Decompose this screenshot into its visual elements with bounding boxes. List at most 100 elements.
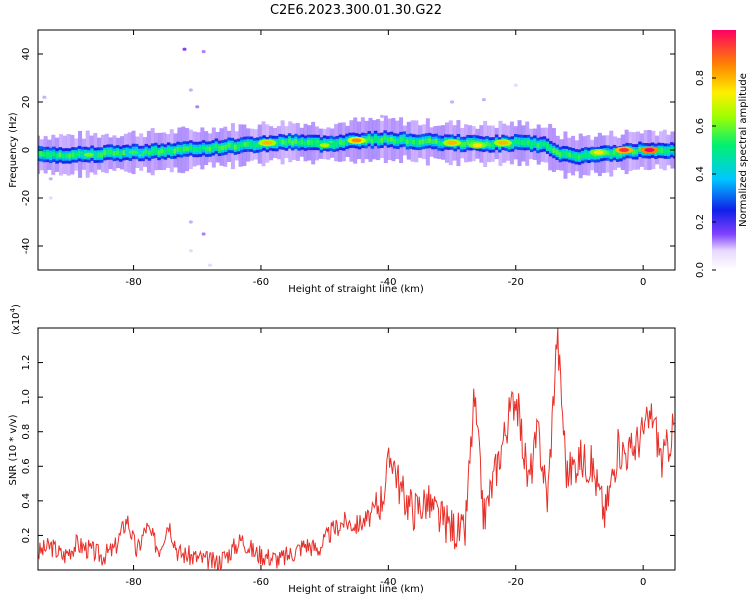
spectrogram-noise-point: [450, 100, 455, 104]
spectrogram-band-cell: [294, 139, 298, 144]
spectrogram-band-cell: [332, 141, 336, 147]
spectrogram-band-cell: [491, 142, 496, 148]
spectrogram-band-cell: [612, 150, 617, 156]
snr-y-label: SNR (10 * v/v): [8, 414, 19, 485]
spectrogram-band-cell: [552, 148, 556, 153]
spectrogram-band-cell: [383, 135, 387, 141]
spectrogram-band-cell: [173, 148, 177, 154]
spectrogram-hotspot: [593, 150, 604, 155]
spectrogram-noise-point: [195, 105, 200, 109]
spectrogram-noise-point: [48, 196, 53, 200]
spectrogram-noise-point: [188, 88, 193, 92]
spectrogram-band-cell: [182, 146, 187, 152]
spectrogram-noise-point: [201, 50, 206, 54]
spectrogram-band-cell: [297, 140, 301, 146]
spectrogram-band-cell: [386, 137, 391, 143]
spectrogram-band-cell: [284, 140, 289, 146]
spectrogram-band-cell: [150, 148, 155, 154]
x-tick-label: -40: [380, 577, 396, 588]
spectrogram-band-cell: [38, 151, 40, 156]
spectrogram-noise-point: [48, 177, 53, 181]
spectrogram-band-cell: [660, 148, 665, 153]
y-tick-label: 0.2: [21, 527, 32, 543]
spectrogram-hotspot: [83, 152, 94, 157]
snr-panel: -80 -60 -40 -20 0 0.2 0.4 0.6 0.8 1.0 1.2 Height …: [8, 304, 676, 595]
spectrogram-band-cell: [421, 139, 426, 144]
spectrogram-band-cell: [434, 139, 438, 144]
spectrogram-band-cell: [529, 141, 534, 147]
spectrogram-band-cell: [217, 145, 222, 151]
spectrogram-y-label: Frequency (Hz): [8, 112, 19, 188]
spectrogram-band-cell: [373, 136, 378, 141]
colorbar-tick-label: 0.0: [695, 262, 706, 278]
spectrogram-band-cell: [205, 146, 209, 152]
spectrogram-band-cell: [141, 151, 145, 156]
spectrogram-band-cell: [77, 151, 82, 157]
spectrogram-band-cell: [463, 142, 467, 147]
spectrogram-band-cell: [488, 142, 493, 148]
spectrogram-band-cell: [96, 152, 101, 158]
snr-multiplier: (x104): [9, 304, 22, 335]
y-tick-label: 0: [21, 147, 32, 153]
spectrogram-band-cell: [342, 140, 346, 146]
spectrogram-band-cell: [306, 139, 311, 145]
spectrogram-band-cell: [370, 138, 375, 144]
spectrogram-band-cell: [574, 154, 579, 160]
spectrogram-band-cell: [399, 137, 403, 143]
spectrogram-band-cell: [536, 143, 540, 148]
colorbar-tick-label: 0.4: [695, 166, 706, 182]
spectrogram-band-cell: [166, 147, 171, 153]
spectrogram-band-cell: [431, 139, 435, 145]
spectrogram-band-cell: [367, 136, 371, 142]
spectrogram-band-cell: [112, 151, 117, 156]
spectrogram-band-cell: [252, 143, 257, 148]
spectrogram-band-cell: [119, 151, 123, 157]
spectrogram-noise-point: [182, 47, 187, 51]
spectrogram-band-cell: [568, 152, 572, 158]
spectrogram-noise-point: [42, 95, 47, 99]
spectrogram-band-cell: [122, 150, 126, 156]
spectrogram-hotspot: [472, 143, 483, 148]
spectrogram-band-cell: [380, 137, 384, 143]
spectrogram-hotspot: [262, 140, 273, 145]
spectrogram-band-cell: [619, 151, 623, 157]
spectrogram-band-cell: [243, 141, 247, 147]
snr-series-line: [38, 328, 675, 570]
spectrogram-band-cell: [71, 152, 75, 158]
y-tick-label: 0.4: [21, 493, 32, 509]
spectrogram-band-cell: [405, 139, 410, 145]
spectrogram-band-cell: [428, 138, 432, 143]
spectrogram-band-cell: [208, 146, 212, 152]
colorbar-gradient: [712, 30, 736, 270]
spectrogram-hotspot: [644, 148, 655, 152]
spectrogram-band-cell: [240, 142, 244, 148]
spectrogram-band-cell: [246, 141, 250, 147]
spectrogram-band-cell: [163, 149, 168, 155]
x-tick-label: -40: [380, 277, 396, 288]
x-tick-label: 0: [640, 277, 646, 288]
spectrogram-band-cell: [52, 151, 56, 157]
spectrogram-band-cell: [275, 141, 279, 147]
spectrogram-band-cell: [230, 143, 235, 148]
y-tick-label: 0.8: [21, 424, 32, 440]
x-tick-label: -80: [125, 577, 141, 588]
spectrogram-band-cell: [564, 151, 569, 157]
spectrogram-band-cell: [42, 152, 47, 157]
spectrogram-band-cell: [345, 138, 349, 144]
spectrogram-band-cell: [580, 153, 585, 159]
snr-multiplier-text: (x104): [9, 304, 22, 335]
spectrogram-y-ticks: 40 20 0 -20 -40: [21, 48, 675, 254]
spectrogram-band-cell: [673, 148, 675, 154]
y-tick-label: 40: [21, 48, 32, 61]
spectrogram-band-cell: [418, 139, 422, 145]
x-tick-label: -80: [125, 277, 141, 288]
spectrogram-noise-point: [207, 263, 212, 267]
spectrogram-band-cell: [514, 139, 518, 145]
spectrogram-band-cell: [160, 148, 164, 154]
spectrogram-band-cell: [485, 141, 489, 147]
spectrogram-band-cell: [316, 140, 321, 145]
spectrogram-band-cell: [256, 142, 260, 148]
y-tick-label: 1.2: [21, 355, 32, 371]
spectrogram-band-cell: [227, 142, 231, 148]
colorbar-tick-label: 0.8: [695, 70, 706, 86]
